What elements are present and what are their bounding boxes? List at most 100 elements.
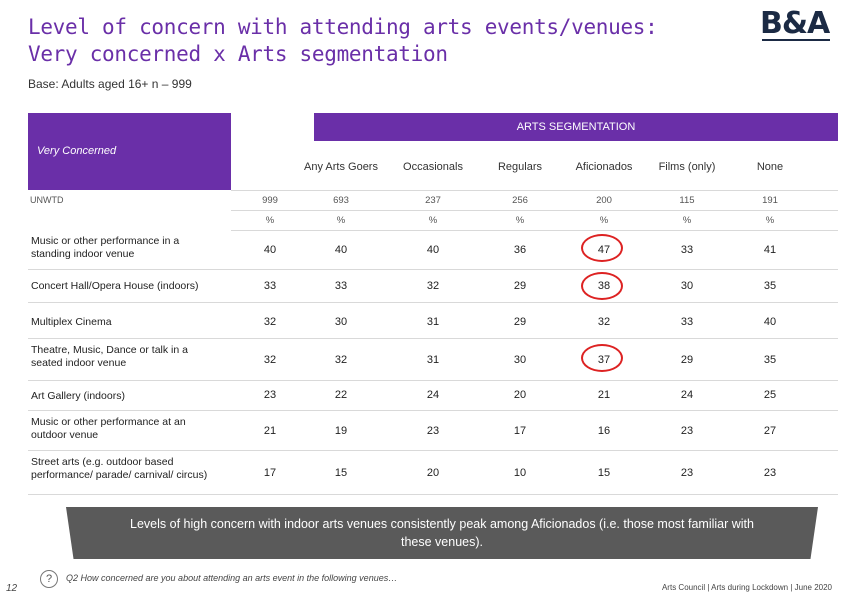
table-cell: 33	[680, 244, 694, 256]
highlight-circle-theatre-aficionados	[581, 344, 623, 372]
table-cell: 21	[263, 425, 277, 437]
table-row: Theatre, Music, Dance or talk in a seate…	[28, 342, 838, 381]
table-cell: 30	[334, 316, 348, 328]
percent-cell: %	[265, 215, 275, 226]
table-cell: 21	[597, 389, 611, 401]
ba-logo: B&A	[760, 6, 830, 41]
table-cell: 31	[426, 354, 440, 366]
table-row: Music or other performance at an outdoor…	[28, 414, 838, 451]
column-header-1: Any Arts Goers	[304, 160, 378, 173]
percent-cell: %	[428, 215, 438, 226]
column-header-6: None	[756, 160, 784, 173]
table-row: Street arts (e.g. outdoor based performa…	[28, 454, 838, 495]
table-row: Concert Hall/Opera House (indoors) 33 33 32…	[28, 272, 838, 303]
table-cell: 17	[263, 467, 277, 479]
row-label: Art Gallery (indoors)	[31, 390, 125, 402]
row-label: Music or other performance in a standing…	[31, 235, 180, 260]
table-cell: 33	[334, 280, 348, 292]
logo-underline	[762, 39, 830, 41]
table-cell: 24	[426, 389, 440, 401]
table-cell: 23	[680, 467, 694, 479]
percent-cell: %	[682, 215, 692, 226]
row-label: Music or other performance at an outdoor…	[31, 416, 186, 441]
percent-cell: %	[599, 215, 609, 226]
base-note: Base: Adults aged 16+ n – 999	[28, 77, 192, 91]
table-cell: 40	[334, 244, 348, 256]
column-header-2: Occasionals	[403, 160, 463, 173]
unwtd-label: UNWTD	[30, 195, 64, 205]
unweighted-cell: 256	[512, 195, 528, 206]
table-cell: 16	[597, 425, 611, 437]
table-cell: 32	[263, 316, 277, 328]
table-cell: 27	[763, 425, 777, 437]
row-label: Street arts (e.g. outdoor based performa…	[31, 456, 208, 481]
table-cell: 20	[513, 389, 527, 401]
table-cell: 35	[763, 354, 777, 366]
percent-cell: %	[515, 215, 525, 226]
highlight-circle-concert-aficionados	[581, 272, 623, 300]
column-header-3: Regulars	[497, 160, 543, 173]
table-cell: 36	[513, 244, 527, 256]
segment-header-label: ARTS SEGMENTATION	[516, 121, 636, 133]
percent-cell: %	[336, 215, 346, 226]
table-cell: 40	[426, 244, 440, 256]
table-cell: 29	[513, 316, 527, 328]
percent-cell: %	[765, 215, 775, 226]
table-cell: 33	[680, 316, 694, 328]
table-cell: 20	[426, 467, 440, 479]
table-cell: 23	[263, 389, 277, 401]
table-cell: 32	[263, 354, 277, 366]
column-header-0: TOTAL	[252, 144, 288, 157]
question-text: Q2 How concerned are you about attending…	[66, 573, 398, 583]
highlight-circle-standing-aficionados	[581, 234, 623, 262]
column-header-5: Films (only)	[658, 160, 716, 173]
source-note: Arts Council | Arts during Lockdown | Ju…	[661, 583, 832, 592]
table-cell: 40	[763, 316, 777, 328]
table-cell: 29	[513, 280, 527, 292]
table-cell: 23	[426, 425, 440, 437]
table-cell: 32	[426, 280, 440, 292]
table-cell: 40	[263, 244, 277, 256]
row-divider	[231, 210, 838, 211]
table-cell: 41	[763, 244, 777, 256]
table-cell: 10	[513, 467, 527, 479]
table-row: Multiplex Cinema 32 30 31 29 32 33 40	[28, 308, 838, 339]
unweighted-cell: 237	[425, 195, 441, 206]
table-cell: 32	[334, 354, 348, 366]
row-divider	[231, 190, 838, 191]
table-cell: 15	[597, 467, 611, 479]
table-row: Music or other performance in a standing…	[28, 233, 838, 270]
table-cell: 29	[680, 354, 694, 366]
unweighted-cell: 115	[679, 195, 695, 206]
row-label: Concert Hall/Opera House (indoors)	[31, 280, 199, 292]
table-cell: 31	[426, 316, 440, 328]
column-header-4: Aficionados	[575, 160, 633, 173]
segment-header-block	[314, 113, 838, 141]
table-cell: 35	[763, 280, 777, 292]
table-cell: 17	[513, 425, 527, 437]
question-icon: ?	[40, 570, 58, 588]
key-finding-banner: Levels of high concern with indoor arts …	[66, 507, 818, 559]
table-cell: 30	[680, 280, 694, 292]
table-cell: 23	[763, 467, 777, 479]
corner-header-block	[28, 113, 231, 190]
table-cell: 23	[680, 425, 694, 437]
unweighted-cell: 999	[262, 195, 278, 206]
table-cell: 22	[334, 389, 348, 401]
table-cell: 15	[334, 467, 348, 479]
page-number: 12	[6, 583, 18, 594]
table-cell: 32	[597, 316, 611, 328]
table-cell: 19	[334, 425, 348, 437]
unweighted-cell: 191	[762, 195, 778, 206]
corner-label: Very Concerned	[37, 145, 117, 157]
unweighted-cell: 693	[333, 195, 349, 206]
row-label: Theatre, Music, Dance or talk in a seate…	[31, 344, 188, 369]
table-cell: 33	[263, 280, 277, 292]
page-title: Level of concern with attending arts eve…	[28, 15, 658, 66]
row-label: Multiplex Cinema	[31, 316, 112, 328]
table-cell: 25	[763, 389, 777, 401]
row-divider	[231, 230, 838, 231]
table-cell: 24	[680, 389, 694, 401]
unweighted-cell: 200	[596, 195, 612, 206]
table-row: Art Gallery (indoors) 23 22 24 20 21 24 25	[28, 382, 838, 411]
